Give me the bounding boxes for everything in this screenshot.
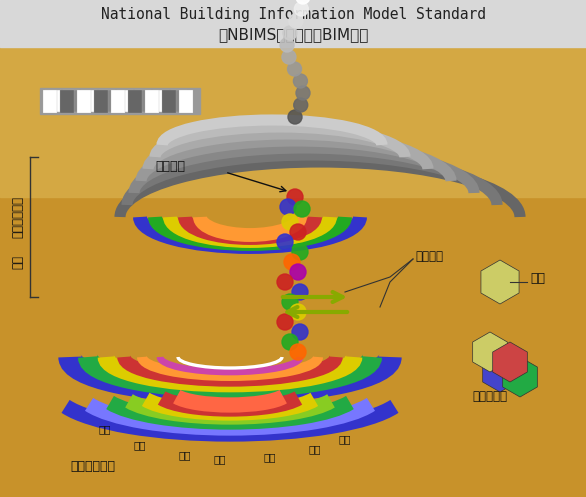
- Bar: [111, 90, 125, 113]
- Circle shape: [280, 38, 294, 52]
- Bar: [43, 90, 57, 113]
- Text: （NBIMS）美国国家BIM标准: （NBIMS）美国国家BIM标准: [218, 27, 368, 43]
- Bar: [128, 90, 142, 113]
- Circle shape: [292, 284, 308, 300]
- Bar: [135, 90, 151, 112]
- Polygon shape: [493, 342, 527, 382]
- Circle shape: [283, 26, 297, 40]
- Circle shape: [292, 324, 308, 340]
- Text: 拆除: 拆除: [339, 434, 351, 444]
- Polygon shape: [481, 260, 519, 304]
- Circle shape: [288, 62, 302, 76]
- Bar: [81, 90, 97, 112]
- Circle shape: [290, 344, 306, 360]
- Bar: [0, 0, 586, 47]
- Circle shape: [294, 2, 308, 16]
- Bar: [171, 90, 187, 112]
- Bar: [77, 90, 91, 113]
- Polygon shape: [503, 357, 537, 397]
- Circle shape: [284, 254, 300, 270]
- Polygon shape: [483, 352, 517, 392]
- Circle shape: [290, 224, 306, 240]
- Circle shape: [296, 86, 310, 100]
- Text: 信息中心: 信息中心: [155, 161, 185, 173]
- Text: 业主: 业主: [530, 272, 545, 285]
- Text: 信息量随时间: 信息量随时间: [12, 196, 25, 238]
- Circle shape: [277, 314, 293, 330]
- Circle shape: [280, 199, 296, 215]
- Text: 工程项目组: 工程项目组: [472, 391, 507, 404]
- Text: 信息交流: 信息交流: [415, 250, 443, 263]
- Text: 设计: 设计: [179, 450, 191, 460]
- Bar: [60, 90, 74, 113]
- Text: 扩充: 扩充: [12, 255, 25, 269]
- Circle shape: [282, 294, 298, 310]
- Text: 运营: 运营: [264, 452, 276, 462]
- Text: 构思: 构思: [99, 424, 111, 434]
- Bar: [145, 90, 159, 113]
- Circle shape: [288, 110, 302, 124]
- Bar: [63, 90, 79, 112]
- Bar: [40, 88, 200, 114]
- Text: 修复: 修复: [309, 444, 321, 454]
- Bar: [153, 90, 169, 112]
- Circle shape: [289, 14, 303, 28]
- Circle shape: [290, 264, 306, 280]
- Circle shape: [294, 74, 308, 88]
- Circle shape: [292, 244, 308, 260]
- Bar: [179, 90, 193, 113]
- Text: 生命周期阶段: 生命周期阶段: [70, 461, 115, 474]
- Circle shape: [294, 98, 308, 112]
- Bar: [117, 90, 133, 112]
- Circle shape: [282, 214, 298, 230]
- Circle shape: [282, 50, 296, 64]
- Text: National Building Information Model Standard: National Building Information Model Stan…: [101, 7, 485, 22]
- Circle shape: [282, 334, 298, 350]
- Circle shape: [294, 201, 310, 217]
- Text: 规划: 规划: [134, 440, 146, 450]
- Circle shape: [290, 304, 306, 320]
- Circle shape: [296, 0, 310, 4]
- Bar: [99, 90, 115, 112]
- Bar: [94, 90, 108, 113]
- Circle shape: [277, 274, 293, 290]
- Bar: [162, 90, 176, 113]
- Circle shape: [287, 189, 303, 205]
- Bar: [45, 90, 61, 112]
- Circle shape: [277, 234, 293, 250]
- Polygon shape: [473, 332, 507, 372]
- Bar: [0, 47, 586, 197]
- Text: 施工: 施工: [214, 454, 226, 464]
